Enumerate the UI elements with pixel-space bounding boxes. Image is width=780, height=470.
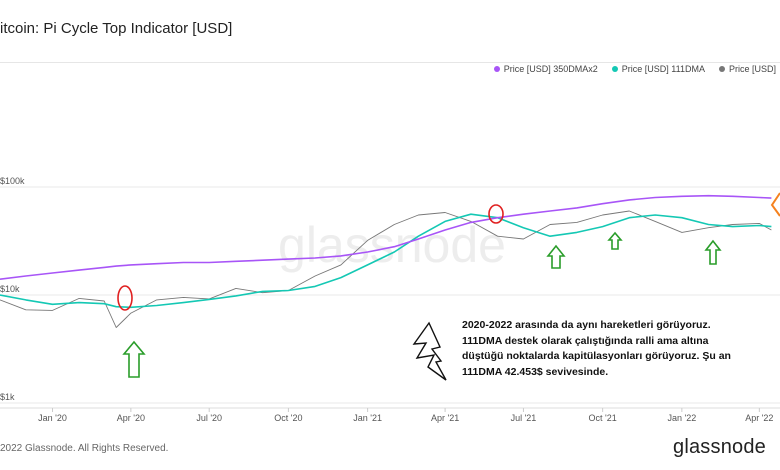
brand-logo: glassnode [673, 436, 766, 458]
legend-label-price: Price [USD] [728, 64, 776, 74]
x-tick-label: Jan '21 [353, 413, 382, 423]
legend-dot-price [718, 66, 725, 72]
legend-label-350dma: Price [USD] 350DMAx2 [503, 64, 598, 74]
y-tick-label: $10k [0, 284, 20, 294]
series-350dma-line [0, 194, 772, 280]
red-circle-marker [488, 204, 504, 224]
x-axis-labels: Jan '20 Apr '20 Jul '20 Oct '20 Jan '21 Apr '… [38, 413, 773, 423]
copyright-footer: 2022 Glassnode. All Rights Reserved. [0, 443, 169, 454]
chart-grid [0, 186, 780, 412]
x-tick-label: Apr '22 [745, 413, 773, 423]
red-circle-marker [117, 285, 133, 311]
legend-item-price[interactable]: Price [USD] [718, 64, 776, 74]
legend-item-111dma[interactable]: Price [USD] 111DMA [611, 64, 705, 74]
up-arrow-icon [122, 340, 146, 378]
x-tick-label: Apr '21 [431, 413, 459, 423]
series-111dma-line [0, 213, 772, 309]
legend-dot-350dma [493, 66, 500, 72]
chart-legend: Price [USD] 350DMAx2 Price [USD] 111DMA … [493, 64, 776, 74]
y-tick-label: $100k [0, 176, 25, 186]
y-axis-labels: $1k $10k $100k [0, 176, 25, 402]
up-arrow-icon [704, 239, 722, 265]
up-arrow-icon [607, 231, 623, 250]
legend-dot-111dma [611, 66, 618, 72]
x-tick-label: Jul '21 [511, 413, 537, 423]
x-tick-label: Apr '20 [117, 413, 145, 423]
legend-item-350dma[interactable]: Price [USD] 350DMAx2 [493, 64, 598, 74]
x-tick-label: Jan '22 [667, 413, 696, 423]
x-tick-label: Oct '21 [589, 413, 617, 423]
x-tick-label: Jan '20 [38, 413, 67, 423]
chart-series [0, 194, 772, 328]
header-divider [0, 62, 780, 63]
annotation-text: 2020-2022 arasında da aynı hareketleri g… [462, 319, 731, 378]
markers [117, 192, 780, 381]
x-tick-label: Jul '20 [196, 413, 222, 423]
chart-title: itcoin: Pi Cycle Top Indicator [USD] [0, 20, 233, 37]
up-arrow-icon [546, 244, 566, 269]
y-tick-label: $1k [0, 392, 15, 402]
orange-diamond-marker [770, 192, 780, 217]
series-price-line [0, 210, 772, 328]
x-tick-label: Oct '20 [274, 413, 302, 423]
lightning-icon [412, 321, 447, 381]
legend-label-111dma: Price [USD] 111DMA [621, 64, 705, 74]
